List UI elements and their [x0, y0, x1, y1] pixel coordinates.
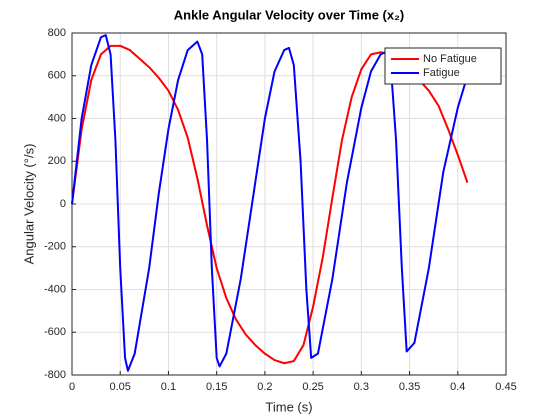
y-tick-label: -200	[44, 241, 66, 253]
y-tick-label: 200	[48, 155, 66, 167]
legend-label: No Fatigue	[423, 53, 477, 65]
y-tick-label: -800	[44, 369, 66, 381]
x-tick-label: 0.1	[161, 381, 176, 393]
x-tick-label: 0.05	[110, 381, 131, 393]
y-tick-label: -600	[44, 326, 66, 338]
x-tick-label: 0.4	[450, 381, 465, 393]
y-tick-label: 400	[48, 112, 66, 124]
x-tick-label: 0.15	[206, 381, 227, 393]
x-axis-label: Time (s)	[265, 399, 312, 414]
x-tick-label: 0	[69, 381, 75, 393]
x-tick-label: 0.25	[302, 381, 323, 393]
x-tick-label: 0.45	[495, 381, 516, 393]
legend-label: Fatigue	[423, 67, 460, 79]
y-tick-label: 800	[48, 27, 66, 39]
x-tick-label: 0.35	[399, 381, 420, 393]
y-tick-label: 600	[48, 70, 66, 82]
y-tick-label: -400	[44, 283, 66, 295]
y-axis-label: Angular Velocity (°/s)	[21, 144, 36, 265]
x-tick-label: 0.3	[354, 381, 369, 393]
x-tick-label: 0.2	[257, 381, 272, 393]
legend-box	[384, 47, 502, 85]
chart-title: Ankle Angular Velocity over Time (x₂)	[174, 7, 404, 22]
y-tick-label: 0	[60, 198, 66, 210]
